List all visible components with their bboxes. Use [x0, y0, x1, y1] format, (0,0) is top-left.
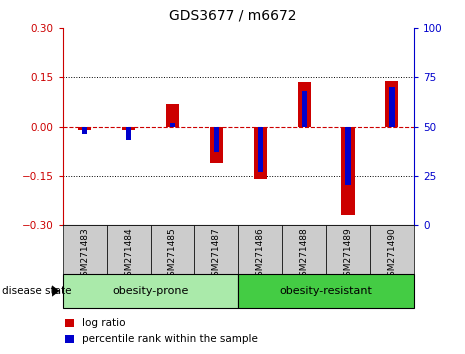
Bar [385, 81, 399, 126]
FancyBboxPatch shape [106, 225, 151, 274]
FancyBboxPatch shape [194, 225, 239, 274]
Bar [345, 126, 351, 185]
Text: obesity-resistant: obesity-resistant [279, 286, 372, 296]
Text: GSM271490: GSM271490 [387, 227, 396, 282]
Text: GSM271489: GSM271489 [344, 227, 352, 282]
FancyBboxPatch shape [282, 225, 326, 274]
Bar [254, 126, 267, 179]
Text: percentile rank within the sample: percentile rank within the sample [82, 334, 258, 344]
FancyBboxPatch shape [63, 225, 106, 274]
Bar [389, 87, 394, 126]
Text: GSM271488: GSM271488 [299, 227, 309, 282]
Text: GSM271484: GSM271484 [124, 227, 133, 282]
Bar [65, 335, 74, 343]
Bar [82, 126, 87, 135]
Bar [341, 126, 355, 215]
Text: GSM271483: GSM271483 [80, 227, 89, 282]
Text: disease state: disease state [2, 286, 72, 296]
FancyBboxPatch shape [326, 225, 370, 274]
Text: log ratio: log ratio [82, 318, 126, 328]
FancyBboxPatch shape [239, 225, 282, 274]
Bar [78, 126, 91, 130]
FancyBboxPatch shape [151, 225, 194, 274]
FancyBboxPatch shape [239, 274, 414, 308]
Bar [170, 122, 175, 126]
Text: GSM271485: GSM271485 [168, 227, 177, 282]
Bar [214, 126, 219, 152]
Bar [65, 319, 74, 327]
FancyBboxPatch shape [63, 274, 239, 308]
Text: obesity-prone: obesity-prone [113, 286, 189, 296]
Bar [166, 104, 179, 126]
Bar [298, 82, 311, 126]
Polygon shape [52, 285, 60, 297]
Bar [301, 91, 307, 126]
Text: GDS3677 / m6672: GDS3677 / m6672 [169, 9, 296, 23]
Bar [258, 126, 263, 172]
Bar [126, 126, 131, 140]
FancyBboxPatch shape [370, 225, 414, 274]
Bar [122, 126, 135, 131]
Text: GSM271486: GSM271486 [256, 227, 265, 282]
Bar [210, 126, 223, 162]
Text: GSM271487: GSM271487 [212, 227, 221, 282]
